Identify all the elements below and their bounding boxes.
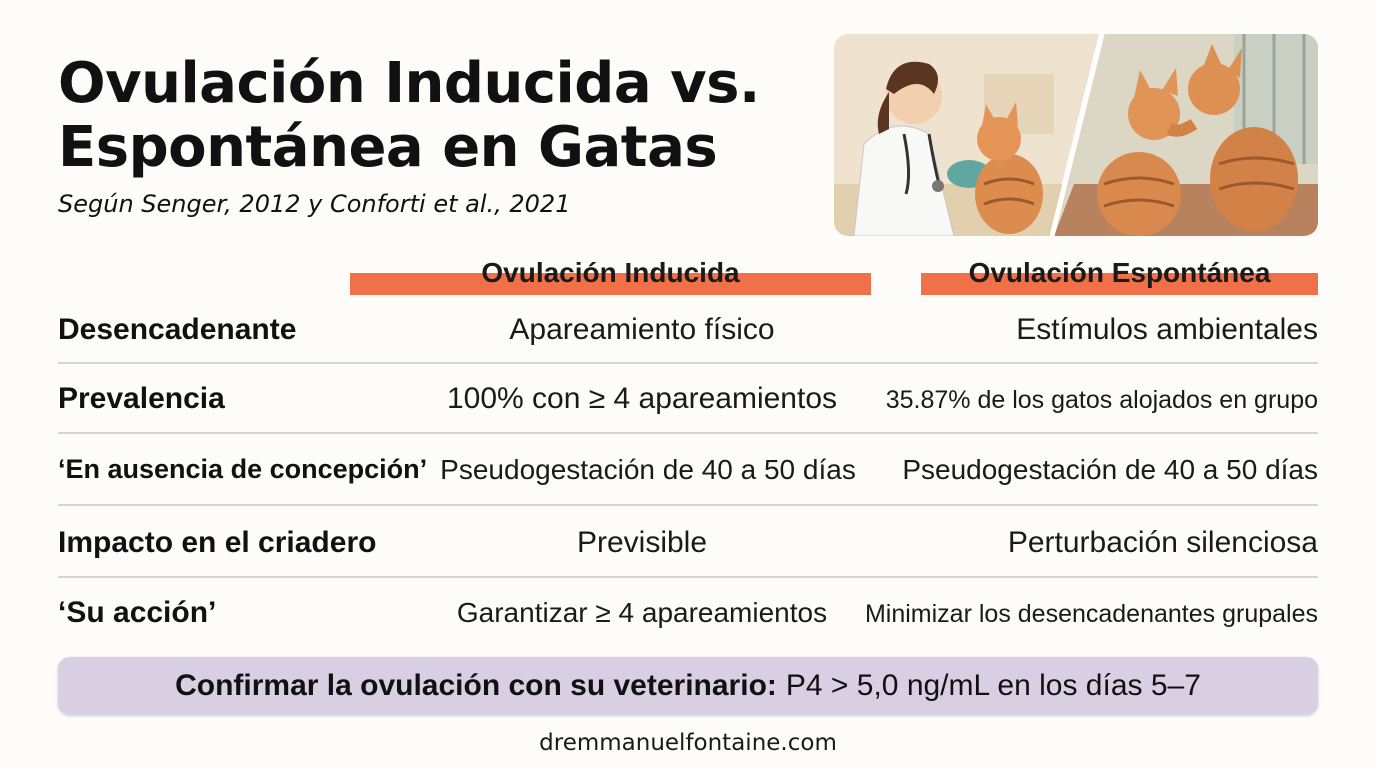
row-label-no-conception: ‘En ausencia de concepción’ <box>58 454 428 484</box>
cell-no-conception-spontaneous: Pseudogestación de 40 a 50 días <box>902 454 1318 485</box>
title-line-2: Espontánea en Gatas <box>58 115 718 180</box>
row-divider <box>58 576 1318 578</box>
cell-kennel-impact-spontaneous: Perturbación silenciosa <box>1007 526 1318 559</box>
row-divider <box>58 362 1318 364</box>
column-header-spontaneous: Ovulación Espontánea <box>921 254 1318 295</box>
cell-prevalence-induced: 100% con ≥ 4 apareamientos <box>446 382 838 415</box>
row-label-your-action: ‘Su acción’ <box>58 596 217 629</box>
row-label-trigger: Desencadenante <box>58 313 297 346</box>
cell-no-conception-induced: Pseudogestación de 40 a 50 días <box>440 454 856 485</box>
title-line-1: Ovulación Inducida vs. <box>58 51 760 116</box>
cell-kennel-impact-induced: Previsible <box>576 526 708 559</box>
page-title: Ovulación Inducida vs. Espontánea en Gat… <box>58 52 818 180</box>
footer-website: dremmanuelfontaine.com <box>539 730 837 756</box>
banner-text: P4 > 5,0 ng/mL en los días 5–7 <box>785 669 1201 702</box>
row-label-kennel-impact: Impacto en el criadero <box>58 526 377 559</box>
column-header-label: Ovulación Inducida <box>481 257 740 288</box>
ovulation-confirmation-banner: Confirmar la ovulación con su veterinari… <box>58 657 1318 715</box>
banner-bold-text: Confirmar la ovulación con su veterinari… <box>175 669 777 702</box>
subtitle-citation: Según Senger, 2012 y Conforti et al., 20… <box>58 190 571 218</box>
cell-your-action-spontaneous: Minimizar los desencadenantes grupales <box>864 600 1318 628</box>
column-header-bar <box>350 273 871 295</box>
veterinarian-cats-illustration <box>834 34 1318 236</box>
cell-trigger-induced: Apareamiento físico <box>509 313 775 346</box>
column-header-label: Ovulación Espontánea <box>968 257 1271 288</box>
cell-trigger-spontaneous: Estímulos ambientales <box>1016 313 1318 346</box>
row-divider <box>58 432 1318 434</box>
row-label-prevalence: Prevalencia <box>58 382 225 415</box>
column-header-induced: Ovulación Inducida <box>350 254 871 295</box>
column-header-bar <box>921 273 1318 295</box>
cell-your-action-induced: Garantizar ≥ 4 apareamientos <box>456 597 828 628</box>
cell-prevalence-spontaneous: 35.87% de los gatos alojados en grupo <box>885 386 1318 414</box>
row-divider <box>58 504 1318 506</box>
